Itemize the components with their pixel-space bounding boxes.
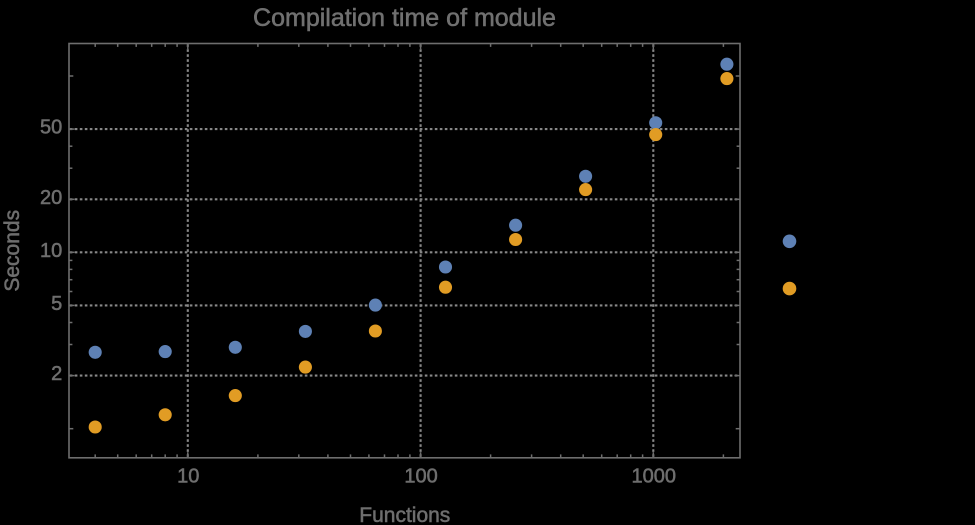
svg-text:100: 100 <box>404 465 437 487</box>
svg-text:10: 10 <box>40 240 62 262</box>
svg-text:5: 5 <box>51 293 62 315</box>
svg-text:Compilation time of module: Compilation time of module <box>253 4 556 32</box>
svg-text:50: 50 <box>40 117 62 139</box>
svg-text:Seconds: Seconds <box>1 210 24 292</box>
svg-text:Functions: Functions <box>359 504 450 525</box>
svg-text:20: 20 <box>40 187 62 209</box>
svg-text:1000: 1000 <box>632 465 677 487</box>
svg-text:10: 10 <box>177 465 199 487</box>
svg-text:2: 2 <box>51 363 62 385</box>
